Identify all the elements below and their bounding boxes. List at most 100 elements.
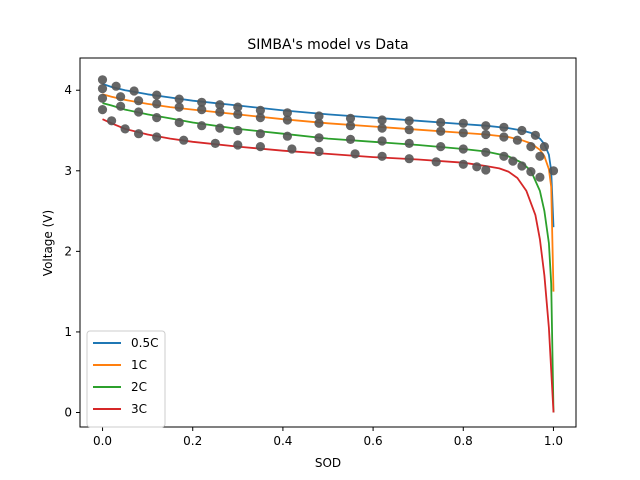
legend-label: 2C [131, 380, 147, 394]
data-point-0.5C [345, 113, 356, 123]
data-point-1C [282, 115, 292, 125]
data-point-3C [481, 165, 491, 175]
chart-title: SIMBA's model vs Data [247, 37, 408, 53]
data-point-3C [107, 116, 117, 126]
data-point-2C [436, 142, 446, 152]
data-point-3C [179, 135, 189, 145]
data-point-3C [350, 149, 360, 159]
data-point-2C [116, 101, 126, 111]
data-point-2C [517, 161, 527, 171]
data-point-2C [535, 172, 545, 182]
data-point-3C [377, 151, 387, 161]
data-point-1C [152, 99, 162, 109]
data-point-1C [345, 121, 356, 131]
data-point-0.5C [458, 118, 468, 128]
data-point-1C [314, 118, 324, 128]
y-tick-label: 1 [64, 325, 72, 339]
y-axis-label: Voltage (V) [41, 210, 55, 276]
data-point-0.5C [436, 117, 446, 128]
data-point-2C [404, 138, 414, 148]
data-point-0.5C [129, 86, 139, 96]
data-point-3C [404, 154, 414, 164]
data-point-1C [481, 129, 491, 140]
data-point-2C [314, 133, 324, 143]
data-point-1C [134, 96, 144, 106]
data-point-0.5C [499, 122, 509, 132]
data-point-2C [97, 93, 108, 103]
y-tick-label: 4 [64, 83, 72, 97]
data-point-0.5C [377, 115, 387, 125]
data-point-1C [97, 84, 108, 94]
data-point-1C [215, 107, 225, 117]
data-point-0.5C [282, 108, 292, 118]
data-point-3C [431, 157, 441, 167]
data-point-0.5C [517, 125, 527, 136]
data-point-1C [436, 126, 446, 136]
data-point-2C [174, 117, 184, 128]
data-point-2C [499, 151, 509, 161]
x-tick-label: 0.8 [454, 434, 473, 448]
measured-points [97, 75, 559, 182]
data-point-2C [377, 136, 387, 146]
data-point-1C [377, 123, 387, 133]
axes: 0.0 0.2 0.4 0.6 0.8 1.0 0 1 2 3 4 [64, 57, 577, 448]
data-point-0.5C [548, 166, 559, 176]
data-point-3C [233, 140, 243, 150]
data-point-3C [210, 138, 220, 148]
data-point-2C [458, 144, 468, 154]
data-point-0.5C [97, 75, 108, 85]
data-point-1C [174, 102, 184, 112]
data-point-3C [287, 144, 297, 154]
data-point-1C [197, 105, 207, 115]
data-point-3C [134, 129, 144, 139]
data-point-0.5C [197, 97, 207, 107]
x-axis-label: SOD [315, 456, 341, 470]
legend-label: 0.5C [131, 336, 158, 350]
data-point-1C [255, 113, 265, 123]
data-point-2C [508, 156, 518, 166]
data-point-2C [152, 113, 162, 123]
data-point-2C [233, 125, 243, 136]
data-point-1C [526, 142, 536, 152]
data-point-0.5C [255, 105, 265, 115]
data-point-0.5C [152, 90, 162, 100]
data-point-1C [404, 125, 414, 135]
data-point-1C [233, 109, 243, 119]
axes-frame [79, 57, 577, 428]
data-point-0.5C [530, 130, 541, 140]
data-point-1C [458, 128, 468, 138]
data-point-1C [116, 92, 126, 102]
data-point-2C [197, 121, 207, 131]
data-point-0.5C [481, 121, 491, 131]
x-tick-label: 0.2 [183, 434, 202, 448]
data-point-1C [535, 151, 545, 161]
x-tick-label: 1.0 [544, 434, 563, 448]
legend-box [86, 330, 166, 428]
data-point-3C [152, 132, 162, 142]
data-point-1C [499, 132, 509, 142]
data-point-3C [314, 146, 324, 157]
data-point-0.5C [174, 94, 184, 104]
x-tick-label: 0.4 [273, 434, 292, 448]
data-point-2C [134, 107, 144, 117]
legend-label: 1C [131, 358, 147, 372]
data-point-3C [255, 142, 265, 152]
legend-label: 3C [131, 402, 147, 416]
data-point-3C [458, 159, 468, 169]
data-point-3C [120, 124, 130, 134]
data-point-3C [472, 162, 482, 172]
data-point-0.5C [539, 142, 550, 152]
x-tick-label: 0.0 [93, 434, 112, 448]
y-tick-label: 2 [64, 244, 72, 258]
y-tick-label: 3 [64, 164, 72, 178]
y-tick-label: 0 [64, 405, 72, 419]
data-point-2C [526, 167, 536, 177]
data-point-2C [345, 134, 356, 144]
data-point-0.5C [111, 81, 121, 91]
data-point-0.5C [233, 102, 243, 112]
x-tick-label: 0.6 [364, 434, 383, 448]
data-point-2C [255, 129, 265, 139]
data-point-2C [282, 131, 292, 141]
data-point-0.5C [314, 111, 324, 121]
